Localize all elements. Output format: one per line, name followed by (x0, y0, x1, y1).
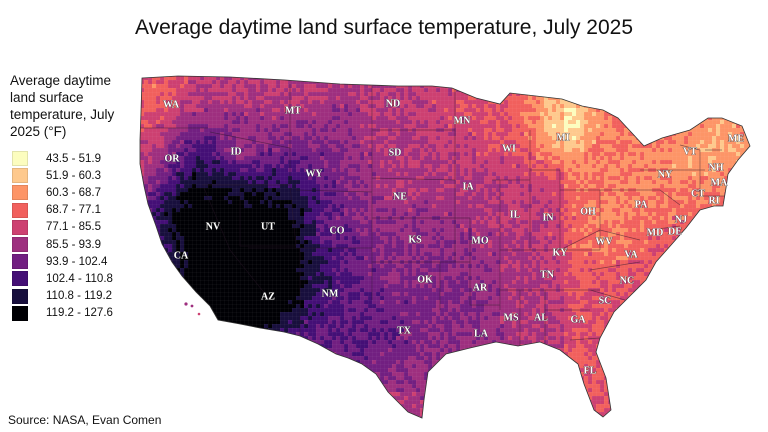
legend-swatch (12, 185, 28, 201)
state-label-mo: MO (471, 235, 488, 246)
legend-label: 85.5 - 93.9 (46, 238, 101, 251)
state-label-sc: SC (599, 295, 612, 306)
state-label-wv: WV (595, 236, 613, 247)
state-label-ut: UT (261, 221, 275, 232)
legend: 43.5 - 51.9 51.9 - 60.3 60.3 - 68.7 68.7 - … (12, 150, 113, 322)
state-label-ia: IA (462, 181, 474, 192)
state-label-nc: NC (620, 275, 634, 286)
state-label-mi: MI (556, 132, 569, 143)
state-label-mn: MN (454, 115, 471, 126)
legend-label: 102.4 - 110.8 (46, 272, 113, 285)
state-label-wy: WY (305, 168, 323, 179)
legend-item: 68.7 - 77.1 (12, 202, 113, 219)
state-label-me: ME (728, 133, 744, 144)
legend-item: 85.5 - 93.9 (12, 236, 113, 253)
legend-swatch (12, 202, 28, 218)
legend-title: Average daytime land surface temperature… (10, 73, 115, 139)
state-label-wi: WI (502, 143, 516, 154)
legend-label: 60.3 - 68.7 (46, 186, 101, 199)
legend-swatch (12, 151, 28, 167)
state-labels: WA OR CA NV ID MT WY UT AZ CO NM ND SD NE KS OK TX MN IA MO… (163, 98, 745, 377)
state-label-wa: WA (163, 99, 180, 110)
legend-item: 60.3 - 68.7 (12, 184, 113, 201)
state-label-nd: ND (386, 98, 400, 109)
state-label-md: MD (647, 227, 664, 238)
state-label-va: VA (624, 249, 638, 260)
state-label-ri: RI (708, 195, 719, 206)
state-label-id: ID (230, 146, 241, 157)
legend-swatch (12, 237, 28, 253)
state-borders (140, 84, 725, 352)
legend-item: 119.2 - 127.6 (12, 305, 113, 322)
legend-swatch (12, 288, 28, 304)
state-label-mt: MT (285, 105, 301, 116)
state-label-ne: NE (393, 191, 407, 202)
legend-item: 93.9 - 102.4 (12, 253, 113, 270)
state-label-or: OR (165, 153, 181, 164)
legend-label: 110.8 - 119.2 (46, 290, 113, 303)
legend-item: 43.5 - 51.9 (12, 150, 113, 167)
state-label-tn: TN (540, 269, 555, 280)
state-label-az: AZ (261, 291, 275, 302)
legend-item: 51.9 - 60.3 (12, 167, 113, 184)
channel-islands (184, 302, 201, 316)
state-label-pa: PA (635, 199, 648, 210)
state-label-tx: TX (397, 325, 412, 336)
legend-swatch (12, 271, 28, 287)
legend-swatch (12, 219, 28, 235)
state-label-ks: KS (408, 234, 422, 245)
legend-label: 119.2 - 127.6 (46, 307, 113, 320)
state-label-ar: AR (473, 282, 488, 293)
state-label-ms: MS (504, 312, 519, 323)
state-label-nj: NJ (675, 214, 687, 225)
us-outline (139, 75, 751, 419)
legend-label: 93.9 - 102.4 (46, 255, 108, 268)
state-label-vt: VT (683, 146, 697, 157)
legend-item: 77.1 - 85.5 (12, 219, 113, 236)
legend-swatch (12, 254, 28, 270)
state-label-ok: OK (417, 274, 433, 285)
legend-label: 68.7 - 77.1 (46, 204, 101, 217)
state-label-al: AL (534, 312, 548, 323)
state-label-ga: GA (571, 314, 587, 325)
state-label-sd: SD (389, 147, 402, 158)
state-label-ca: CA (174, 250, 189, 261)
state-label-fl: FL (584, 365, 597, 376)
state-label-ct: CT (691, 188, 705, 199)
state-label-nv: NV (206, 221, 221, 232)
state-label-oh: OH (580, 206, 596, 217)
legend-item: 110.8 - 119.2 (12, 288, 113, 305)
state-label-ky: KY (553, 247, 569, 258)
legend-swatch (12, 168, 28, 184)
legend-label: 43.5 - 51.9 (46, 152, 101, 165)
state-label-la: LA (474, 328, 489, 339)
state-label-il: IL (510, 209, 521, 220)
state-label-ny: NY (658, 169, 673, 180)
state-label-co: CO (330, 225, 345, 236)
state-label-ma: MA (711, 177, 728, 188)
state-label-nm: NM (322, 288, 339, 299)
state-label-in: IN (542, 212, 554, 223)
state-label-nh: NH (709, 162, 724, 173)
state-label-de: DE (668, 226, 682, 237)
map-title: Average daytime land surface temperature… (134, 16, 634, 39)
legend-item: 102.4 - 110.8 (12, 270, 113, 287)
legend-label: 51.9 - 60.3 (46, 169, 101, 182)
source-note: Source: NASA, Evan Comen (8, 413, 162, 427)
legend-label: 77.1 - 85.5 (46, 221, 101, 234)
legend-swatch (12, 305, 28, 321)
